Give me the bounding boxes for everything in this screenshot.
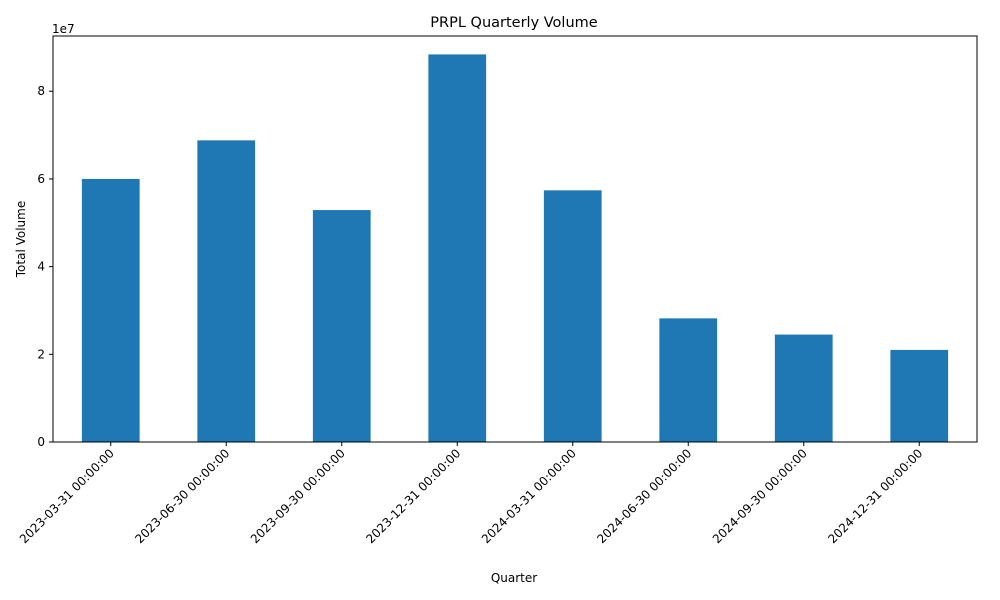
y-offset-label: 1e7 xyxy=(52,22,75,36)
y-tick-label-4: 8 xyxy=(37,84,45,98)
bar-2 xyxy=(312,210,371,442)
y-axis: 0 2 4 6 8 xyxy=(37,84,53,449)
x-tick-label-0: 2023-03-31 00:00:00 xyxy=(17,446,117,546)
bars-group xyxy=(81,54,949,443)
bar-7 xyxy=(890,349,949,442)
y-tick-label-2: 4 xyxy=(37,260,45,274)
bar-5 xyxy=(659,318,718,442)
plot-frame xyxy=(52,35,978,443)
x-axis: 2023-03-31 00:00:00 2023-06-30 00:00:00 20… xyxy=(17,442,925,546)
x-tick-label-2: 2023-09-30 00:00:00 xyxy=(248,446,348,546)
bar-4 xyxy=(543,190,602,442)
bar-6 xyxy=(774,334,833,442)
x-axis-label: Quarter xyxy=(491,571,537,585)
x-tick-label-5: 2024-06-30 00:00:00 xyxy=(594,446,694,546)
x-tick-label-7: 2024-12-31 00:00:00 xyxy=(825,446,925,546)
y-tick-label-3: 6 xyxy=(37,172,45,186)
y-tick-label-0: 0 xyxy=(37,435,45,449)
bar-0 xyxy=(81,178,140,442)
bar-1 xyxy=(197,140,256,442)
bar-3 xyxy=(428,54,487,443)
y-axis-label: Total Volume xyxy=(14,201,28,278)
x-tick-label-4: 2024-03-31 00:00:00 xyxy=(479,446,579,546)
y-tick-label-1: 2 xyxy=(37,347,45,361)
x-tick-label-6: 2024-09-30 00:00:00 xyxy=(710,446,810,546)
chart-title: PRPL Quarterly Volume xyxy=(430,15,597,31)
x-tick-label-1: 2023-06-30 00:00:00 xyxy=(132,446,232,546)
x-tick-label-3: 2023-12-31 00:00:00 xyxy=(363,446,463,546)
